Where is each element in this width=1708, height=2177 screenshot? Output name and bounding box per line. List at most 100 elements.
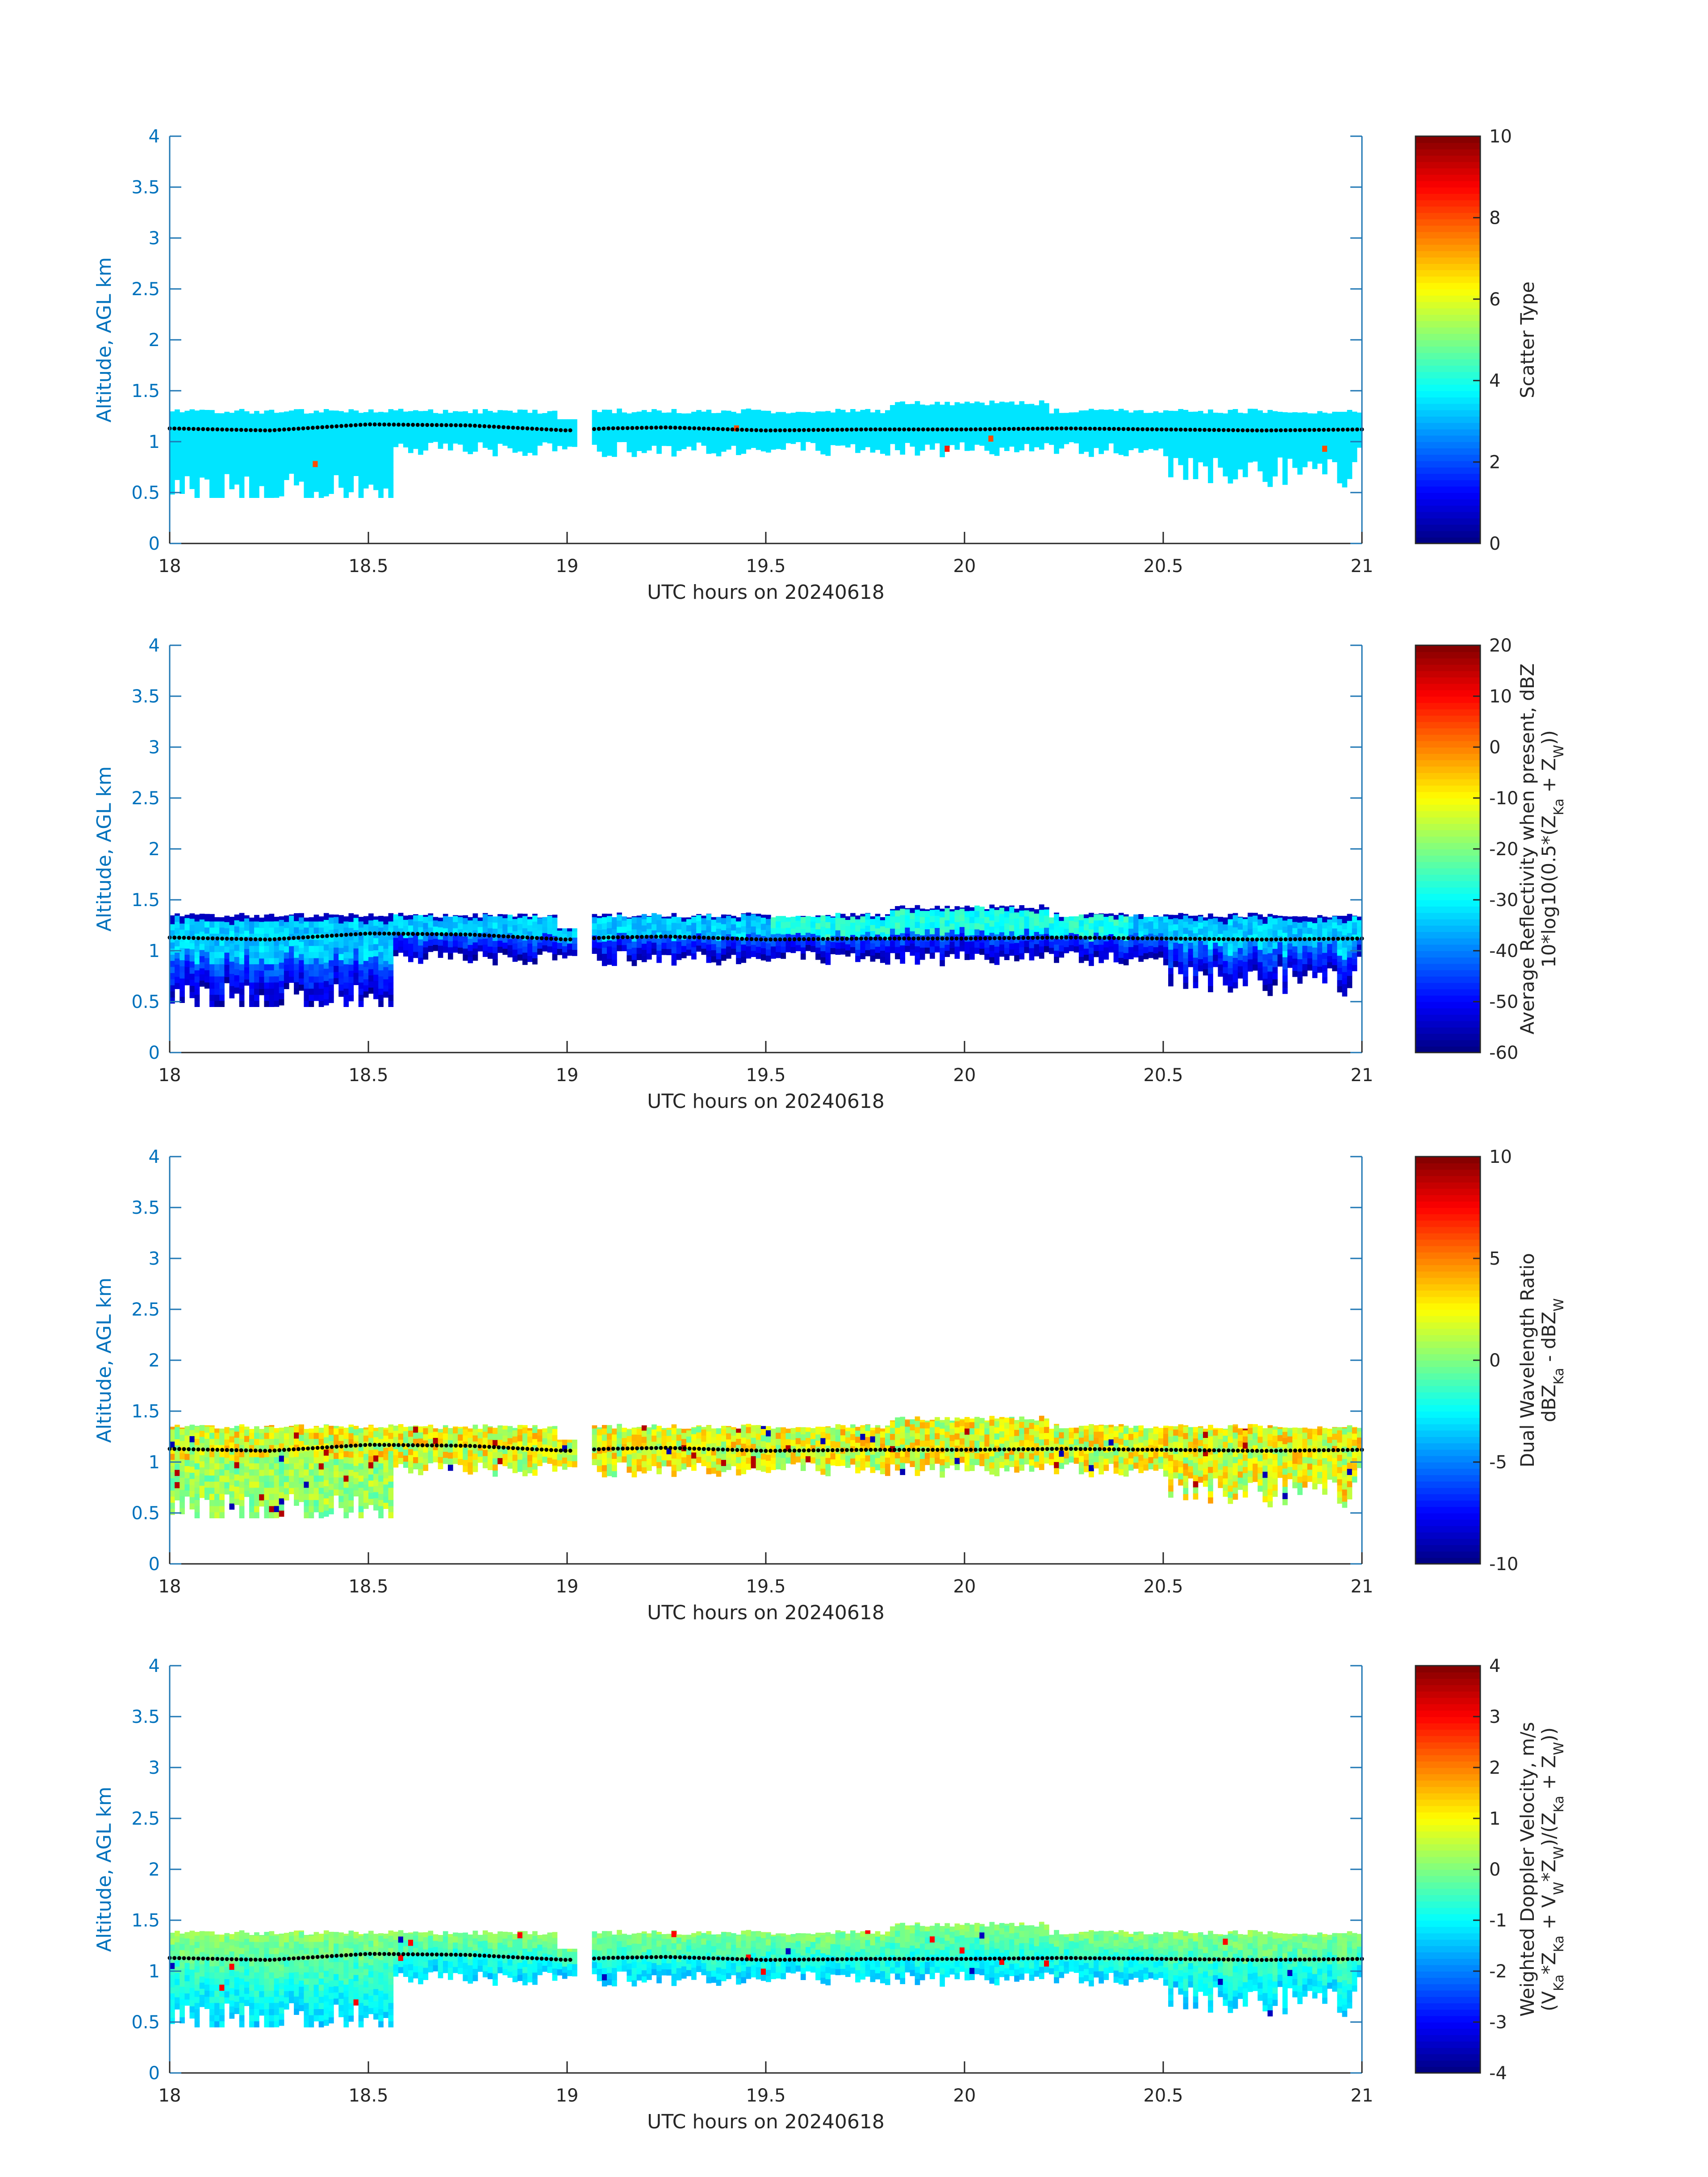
- heatmap-cell: [781, 928, 786, 935]
- heatmap-cell: [1054, 417, 1059, 423]
- heatmap-cell: [403, 429, 409, 435]
- heatmap-cell: [517, 930, 523, 936]
- heatmap-cell: [1302, 418, 1308, 425]
- heatmap-cell: [552, 917, 558, 924]
- heatmap-cell: [756, 443, 761, 450]
- overlay-dot: [1116, 936, 1121, 940]
- heatmap-cell: [890, 425, 895, 432]
- heatmap-cell: [408, 440, 413, 447]
- heatmap-cell: [388, 921, 394, 928]
- overlay-dot: [854, 936, 859, 941]
- heatmap-cell: [229, 483, 235, 489]
- heatmap-cell: [711, 919, 717, 926]
- heatmap-cell: [214, 491, 220, 498]
- overlay-dot: [911, 427, 916, 432]
- heatmap-cell: [905, 909, 910, 915]
- heatmap-cell: [1322, 922, 1328, 929]
- colorbar-swatch: [1416, 136, 1480, 143]
- x-axis-label: UTC hours on 20240618: [647, 581, 885, 604]
- heatmap-cell: [622, 916, 627, 921]
- heatmap-cell: [189, 936, 195, 944]
- heatmap-cell: [488, 443, 493, 450]
- heatmap-cell: [1198, 940, 1203, 947]
- heatmap-cell: [239, 467, 245, 474]
- heatmap-cell: [895, 947, 900, 953]
- heatmap-cell: [1282, 938, 1288, 945]
- heatmap-cell: [488, 431, 493, 438]
- overlay-dot: [1198, 428, 1202, 432]
- heatmap-cell: [1118, 436, 1124, 443]
- heatmap-cell: [830, 439, 836, 445]
- heatmap-cell: [1317, 451, 1323, 458]
- heatmap-cell: [760, 410, 766, 415]
- heatmap-cell: [676, 947, 682, 954]
- heatmap-cell: [746, 934, 752, 940]
- heatmap-cell: [512, 916, 518, 919]
- heatmap-cell: [274, 927, 280, 934]
- heatmap-cell: [1168, 955, 1173, 962]
- colorbar-tick-label: 0: [1489, 534, 1500, 554]
- heatmap-cell: [1133, 410, 1139, 412]
- heatmap-cell: [512, 416, 518, 422]
- heatmap-cell: [935, 430, 940, 438]
- heatmap-cell: [1312, 917, 1318, 923]
- heatmap-cell: [1218, 424, 1224, 431]
- heatmap-cell: [1262, 439, 1268, 446]
- heatmap-cell: [751, 423, 756, 430]
- heatmap-cell: [900, 915, 906, 921]
- heatmap-cell: [835, 415, 841, 422]
- heatmap-cell: [329, 469, 334, 476]
- heatmap-cell: [1228, 447, 1233, 453]
- heatmap-cell: [338, 915, 344, 918]
- heatmap-cell: [607, 922, 612, 928]
- heatmap-cell: [1337, 428, 1343, 435]
- heatmap-cell: [488, 419, 493, 426]
- colorbar-swatch: [1416, 518, 1480, 525]
- heatmap-cell: [880, 932, 885, 939]
- heatmap-cell: [244, 458, 250, 464]
- heatmap-cell: [1208, 919, 1213, 925]
- heatmap-cell: [989, 447, 995, 455]
- heatmap-cell: [1024, 928, 1030, 935]
- heatmap-cell: [497, 419, 503, 426]
- heatmap-cell: [1014, 949, 1019, 955]
- overlay-dot: [397, 422, 401, 427]
- heatmap-cell: [607, 940, 612, 947]
- overlay-dot: [1326, 427, 1331, 432]
- heatmap-cell: [900, 908, 906, 915]
- heatmap-cell: [1342, 929, 1348, 936]
- heatmap-cell: [378, 945, 384, 952]
- heatmap-cell: [746, 443, 752, 450]
- heatmap-cell: [368, 417, 374, 424]
- heatmap-cell: [199, 949, 205, 957]
- heatmap-cell: [502, 948, 508, 955]
- heatmap-cell: [959, 939, 965, 945]
- heatmap-cell: [701, 942, 707, 949]
- heatmap-cell: [1089, 420, 1094, 426]
- overlay-dot: [921, 936, 925, 941]
- heatmap-cell: [1223, 961, 1228, 967]
- heatmap-cell: [1064, 419, 1069, 426]
- heatmap-cell: [870, 412, 876, 416]
- heatmap-cell: [1297, 438, 1303, 444]
- heatmap-cell: [1327, 937, 1332, 944]
- heatmap-cell: [671, 959, 677, 966]
- heatmap-cell: [785, 424, 791, 431]
- heatmap-cell: [368, 914, 374, 921]
- heatmap-cell: [299, 426, 304, 433]
- heatmap-cell: [984, 438, 990, 445]
- heatmap-cell: [289, 952, 294, 959]
- heatmap-cell: [885, 437, 890, 443]
- heatmap-cell: [289, 443, 294, 450]
- heatmap-cell: [1262, 433, 1268, 439]
- heatmap-cell: [1188, 954, 1194, 961]
- heatmap-cell: [329, 451, 334, 458]
- heatmap-cell: [855, 943, 860, 950]
- heatmap-cell: [751, 950, 756, 957]
- heatmap-cell: [944, 908, 950, 915]
- heatmap-cell: [751, 938, 756, 945]
- heatmap-cell: [1098, 435, 1104, 442]
- heatmap-cell: [1228, 968, 1233, 974]
- overlay-dot: [387, 932, 391, 936]
- heatmap-cell: [323, 913, 329, 914]
